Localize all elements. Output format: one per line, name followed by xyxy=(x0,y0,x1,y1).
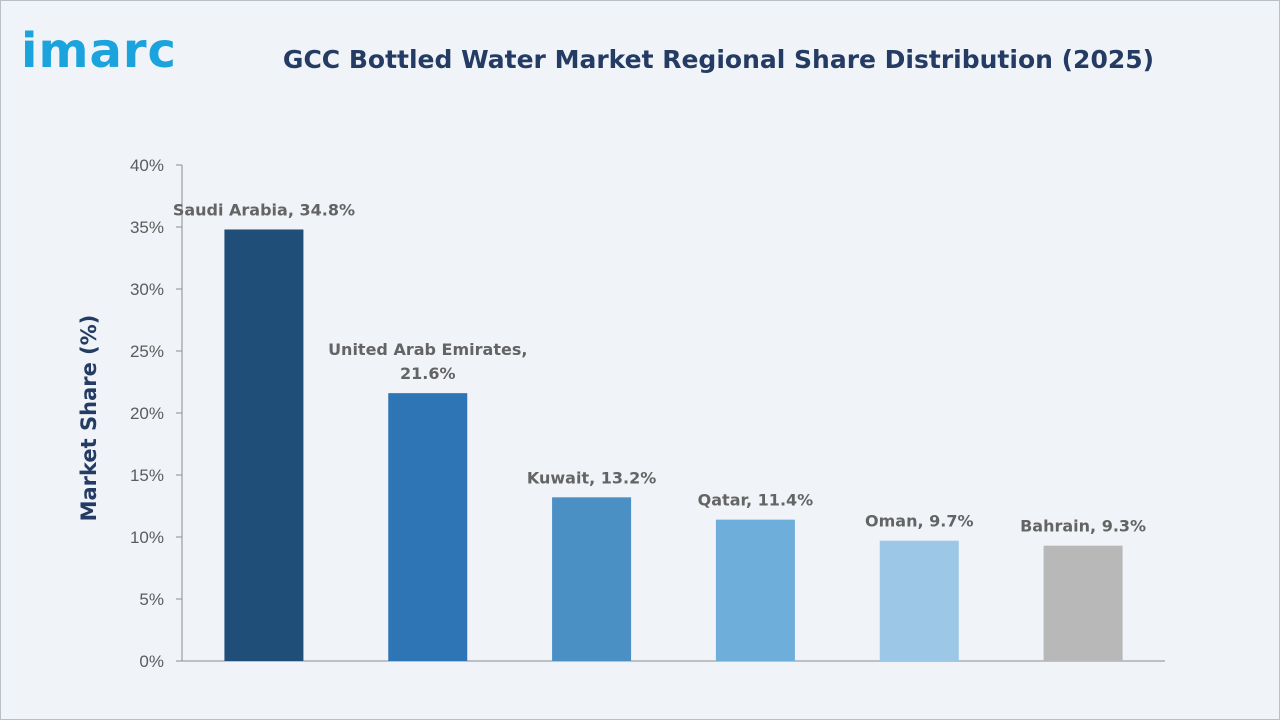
imarc-logo: imarc xyxy=(21,23,177,79)
data-label: Bahrain, 9.3% xyxy=(1020,517,1146,536)
y-tick-label: 10% xyxy=(130,528,164,547)
data-label: United Arab Emirates, xyxy=(328,340,527,359)
y-axis-title: Market Share (%) xyxy=(77,315,101,522)
data-label: Qatar, 11.4% xyxy=(698,491,814,510)
bar-qatar xyxy=(715,519,795,661)
bar-oman xyxy=(879,540,959,661)
y-tick-label: 30% xyxy=(130,280,164,299)
bar-bahrain xyxy=(1043,545,1123,661)
data-label: 21.6% xyxy=(400,364,456,383)
y-tick-label: 35% xyxy=(130,218,164,237)
y-tick-label: 40% xyxy=(130,156,164,175)
y-tick-label: 5% xyxy=(139,590,164,609)
data-label: Saudi Arabia, 34.8% xyxy=(173,200,355,219)
y-tick-label: 25% xyxy=(130,342,164,361)
chart-title: GCC Bottled Water Market Regional Share … xyxy=(282,45,1155,74)
bar-kuwait xyxy=(552,497,632,661)
data-label: Oman, 9.7% xyxy=(865,512,973,531)
bar-united-arab-emirates xyxy=(388,393,468,661)
y-tick-label: 0% xyxy=(139,652,164,671)
bar-saudi-arabia xyxy=(224,229,304,662)
y-tick-label: 15% xyxy=(130,466,164,485)
data-label: Kuwait, 13.2% xyxy=(527,468,656,487)
y-tick-label: 20% xyxy=(130,404,164,423)
